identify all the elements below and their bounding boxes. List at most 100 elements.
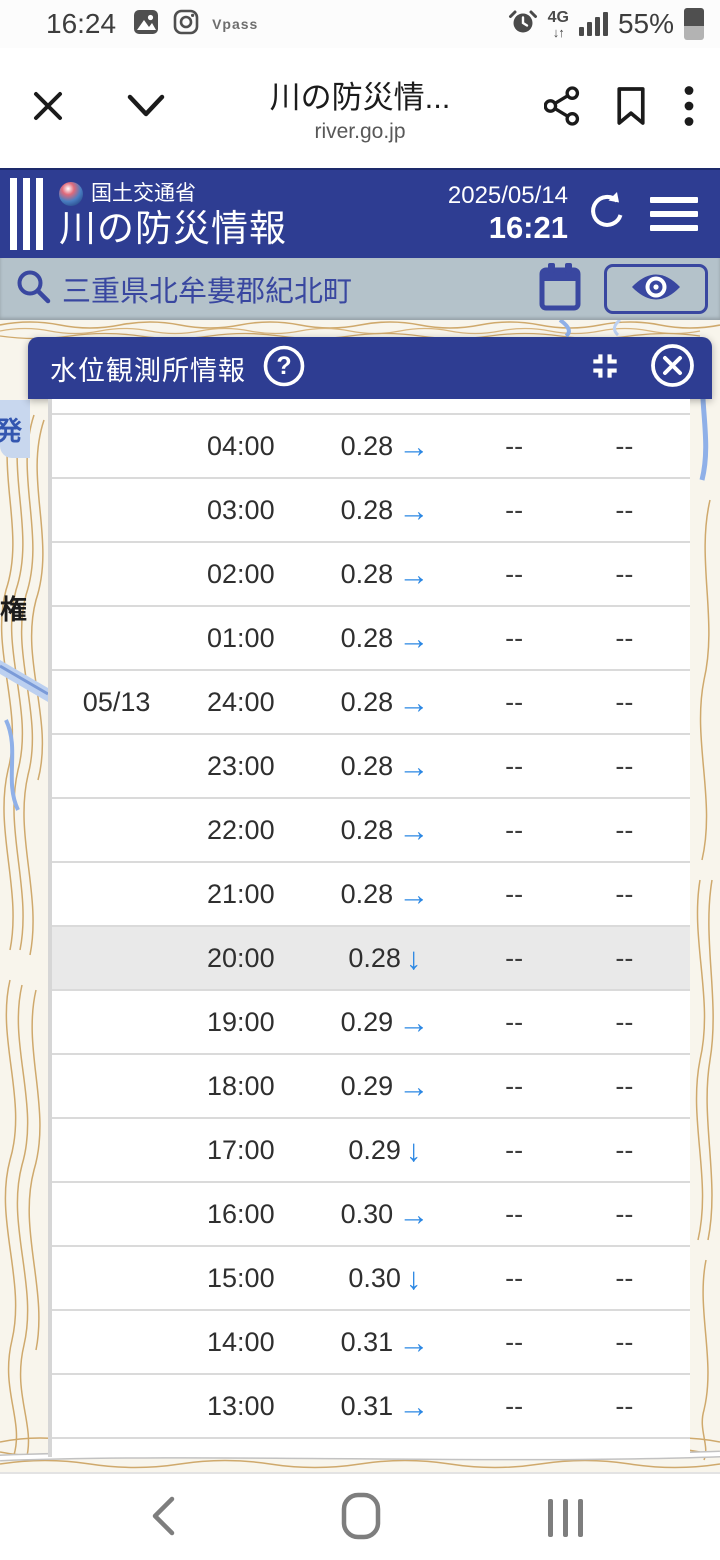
side-tab-announcements[interactable]: 発: [0, 400, 30, 458]
app-name: 川の防災情報: [59, 207, 287, 249]
table-row[interactable]: 03:00 0.28 → -- --: [52, 479, 690, 543]
table-row[interactable]: 04:00 0.28 → -- --: [52, 415, 690, 479]
table-row[interactable]: 15:00 0.30 ↓ -- --: [52, 1247, 690, 1311]
cell-col5: --: [615, 750, 634, 781]
cell-water-level: 0.29 →: [300, 1071, 469, 1102]
refresh-icon: [584, 189, 630, 240]
page-title-block: 川の防災情... river.go.jp: [176, 72, 544, 144]
cell-col5: --: [615, 430, 634, 461]
water-level-value: 0.28: [340, 686, 394, 717]
cell-col4: --: [505, 1326, 524, 1357]
cell-col4: --: [505, 1006, 524, 1037]
cell-water-level: 0.28 →: [300, 751, 469, 782]
trend-down-icon: ↓: [405, 1260, 422, 1296]
signal-strength-icon: [578, 12, 608, 36]
water-level-value: 0.29: [348, 1134, 401, 1165]
modal-header: 水位観測所情報 ?: [28, 337, 712, 399]
back-chevron-icon: [150, 1495, 176, 1542]
overflow-menu-button[interactable]: [682, 84, 696, 133]
visibility-toggle-button[interactable]: [604, 264, 708, 314]
app-header: 国土交通省 川の防災情報 2025/05/14 16:21: [0, 168, 720, 258]
water-level-value: 0.29: [340, 1070, 394, 1101]
calendar-button[interactable]: [536, 261, 584, 318]
svg-text:?: ?: [276, 352, 291, 380]
cell-col4: --: [505, 622, 524, 653]
water-level-value: 0.28: [340, 814, 394, 845]
map-place-label: 権: [0, 595, 27, 625]
nav-home-button[interactable]: [326, 1474, 396, 1560]
hamburger-menu-button[interactable]: [650, 197, 698, 231]
cell-water-level: 0.28 →: [300, 623, 469, 654]
cell-date: 05/13: [82, 686, 151, 717]
battery-percentage: 55%: [617, 8, 674, 39]
nav-recents-button[interactable]: [530, 1474, 600, 1560]
cell-time: 04:00: [207, 430, 275, 461]
cell-time: 15:00: [207, 1262, 275, 1293]
table-row[interactable]: 16:00 0.30 → -- --: [52, 1183, 690, 1247]
table-row[interactable]: 20:00 0.28 ↓ -- --: [52, 927, 690, 991]
cell-col4: --: [505, 1070, 524, 1101]
nav-back-button[interactable]: [128, 1474, 198, 1560]
question-circle-icon: ?: [262, 344, 306, 393]
android-nav-bar: [0, 1472, 720, 1560]
trend-right-icon: →: [398, 556, 430, 592]
cell-col5: --: [615, 622, 634, 653]
cell-col5: --: [615, 1198, 634, 1229]
water-level-value: 0.30: [348, 1262, 401, 1293]
collapse-page-button[interactable]: [116, 78, 176, 138]
water-level-table: 04:00 0.28 → -- -- 03:00 0.28 → -- -- 02:00 0.28 → --…: [48, 399, 690, 1457]
trend-down-icon: ↓: [405, 1132, 422, 1168]
trend-right-icon: →: [398, 876, 430, 912]
cell-col5: --: [615, 1326, 634, 1357]
location-search-bar[interactable]: 三重県北牟婁郡紀北町: [0, 258, 720, 320]
cell-time: 18:00: [207, 1070, 275, 1101]
table-row[interactable]: 17:00 0.29 ↓ -- --: [52, 1119, 690, 1183]
table-row[interactable]: 01:00 0.28 → -- --: [52, 607, 690, 671]
help-button[interactable]: ?: [262, 344, 306, 393]
cell-water-level: 0.28 →: [300, 815, 469, 846]
page-title: 川の防災情...: [269, 80, 451, 115]
water-level-value: 0.29: [340, 1006, 394, 1037]
cell-water-level: 0.28 →: [300, 879, 469, 910]
cell-col4: --: [505, 558, 524, 589]
table-row[interactable]: 14:00 0.31 → -- --: [52, 1311, 690, 1375]
trend-right-icon: →: [398, 1388, 430, 1424]
cell-time: 23:00: [207, 750, 275, 781]
table-row[interactable]: 02:00 0.28 → -- --: [52, 543, 690, 607]
browser-toolbar: 川の防災情... river.go.jp: [0, 48, 720, 168]
cell-col4: --: [505, 494, 524, 525]
cell-col4: --: [505, 1198, 524, 1229]
cell-col4: --: [505, 750, 524, 781]
table-row[interactable]: 19:00 0.29 → -- --: [52, 991, 690, 1055]
table-rows: 04:00 0.28 → -- -- 03:00 0.28 → -- -- 02:00 0.28 → --…: [52, 415, 690, 1439]
table-row[interactable]: 13:00 0.31 → -- --: [52, 1375, 690, 1439]
trend-right-icon: →: [398, 1004, 430, 1040]
topographic-map[interactable]: 権 発 水位観測所情報 ?: [0, 320, 720, 1472]
close-icon: [31, 89, 65, 128]
cell-col5: --: [615, 942, 634, 973]
water-level-value: 0.28: [340, 494, 394, 525]
table-row[interactable]: 23:00 0.28 → -- --: [52, 735, 690, 799]
bookmark-button[interactable]: [614, 85, 648, 132]
cell-time: 24:00: [207, 686, 275, 717]
close-modal-button[interactable]: [649, 342, 696, 394]
share-button[interactable]: [543, 85, 580, 131]
instagram-icon: [172, 8, 200, 41]
cell-col5: --: [615, 814, 634, 845]
cell-time: 01:00: [207, 622, 275, 653]
cell-water-level: 0.28 ↓: [300, 943, 469, 974]
table-row[interactable]: 22:00 0.28 → -- --: [52, 799, 690, 863]
table-row[interactable]: 18:00 0.29 → -- --: [52, 1055, 690, 1119]
cell-col4: --: [505, 430, 524, 461]
page-domain: river.go.jp: [314, 120, 406, 143]
water-level-value: 0.28: [348, 942, 401, 973]
collapse-modal-button[interactable]: [585, 346, 625, 391]
trend-down-icon: ↓: [405, 940, 422, 976]
table-row[interactable]: 21:00 0.28 → -- --: [52, 863, 690, 927]
home-icon: [341, 1492, 381, 1545]
cell-time: 22:00: [207, 814, 275, 845]
water-level-value: 0.28: [340, 558, 394, 589]
table-row[interactable]: 05/13 24:00 0.28 → -- --: [52, 671, 690, 735]
refresh-button[interactable]: [584, 189, 630, 240]
close-tab-button[interactable]: [18, 78, 78, 138]
